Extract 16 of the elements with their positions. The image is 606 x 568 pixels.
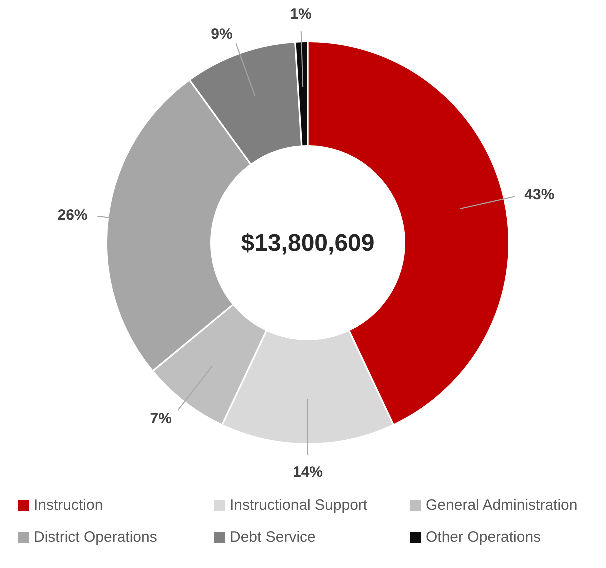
text: $13,800,609 bbox=[241, 230, 375, 257]
legend-label: Instruction bbox=[34, 497, 104, 514]
data-label: 26% bbox=[58, 207, 88, 224]
data-label: 1% bbox=[290, 6, 312, 24]
legend-label: General Administration bbox=[426, 497, 578, 514]
legend-label: Debt Service bbox=[230, 529, 316, 546]
data-label: 7% bbox=[150, 410, 172, 428]
legend-label: Instructional Support bbox=[230, 497, 368, 514]
legend-label: Other Operations bbox=[426, 529, 542, 546]
data-label: 9% bbox=[211, 26, 233, 44]
donut-slice bbox=[224, 332, 392, 444]
data-label: 43% bbox=[524, 186, 555, 204]
donut-slice bbox=[191, 42, 302, 164]
donut-slice bbox=[296, 42, 308, 146]
legend-label: District Operations bbox=[34, 529, 158, 546]
data-label: 14% bbox=[292, 464, 324, 481]
